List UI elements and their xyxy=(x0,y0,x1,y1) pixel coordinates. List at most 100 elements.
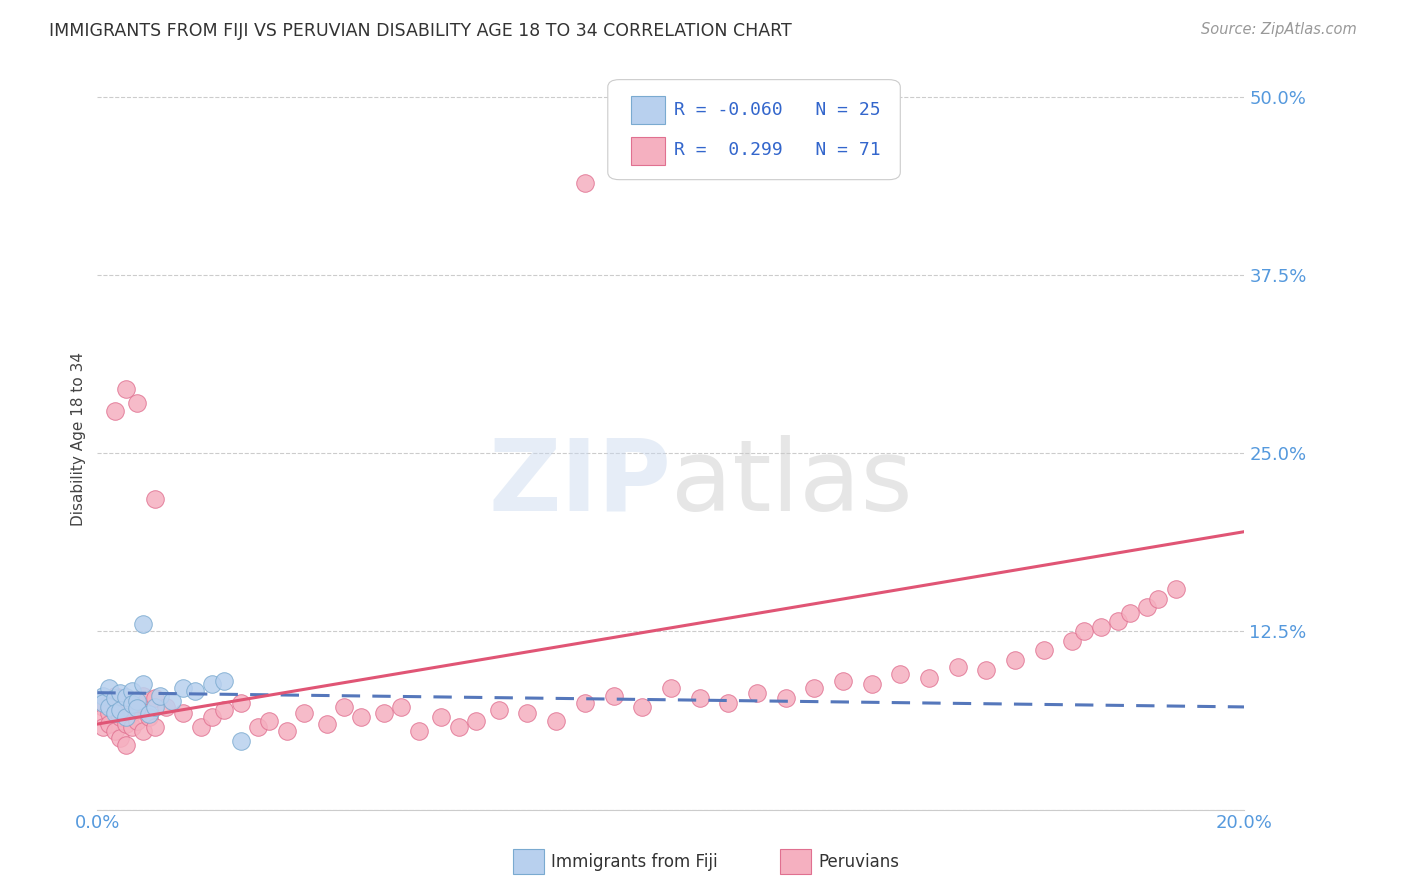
Point xyxy=(110,691,132,706)
Point xyxy=(97,706,120,720)
Point xyxy=(143,491,166,506)
Point xyxy=(602,689,624,703)
Point xyxy=(97,696,120,710)
Point xyxy=(430,710,453,724)
Point xyxy=(138,707,160,722)
Point xyxy=(201,677,224,691)
Point xyxy=(103,706,125,720)
Point xyxy=(115,700,138,714)
Point xyxy=(745,686,768,700)
Point xyxy=(110,731,132,746)
Point xyxy=(143,720,166,734)
Point xyxy=(1164,582,1187,596)
Text: Source: ZipAtlas.com: Source: ZipAtlas.com xyxy=(1201,22,1357,37)
Point xyxy=(447,720,470,734)
Point xyxy=(516,706,538,720)
Point xyxy=(315,717,337,731)
Text: R =  0.299   N = 71: R = 0.299 N = 71 xyxy=(675,141,882,159)
Point xyxy=(488,703,510,717)
Point xyxy=(172,706,194,720)
Point xyxy=(97,717,120,731)
Point xyxy=(717,696,740,710)
Point xyxy=(1118,606,1140,620)
Point xyxy=(1032,643,1054,657)
Point xyxy=(138,710,160,724)
Point xyxy=(1136,600,1159,615)
Point xyxy=(1004,653,1026,667)
Point xyxy=(97,700,120,714)
Point xyxy=(103,703,125,717)
Point xyxy=(659,681,682,696)
Point xyxy=(574,176,596,190)
Point xyxy=(546,714,568,729)
Text: Peruvians: Peruvians xyxy=(818,853,900,871)
Point xyxy=(143,700,166,714)
Point xyxy=(91,696,114,710)
Point xyxy=(127,694,149,708)
Point xyxy=(132,689,155,703)
Point xyxy=(259,714,281,729)
Point xyxy=(121,706,143,720)
Text: ZIP: ZIP xyxy=(488,435,671,532)
Point xyxy=(115,710,138,724)
FancyBboxPatch shape xyxy=(631,96,665,124)
Point xyxy=(1147,591,1170,606)
Point xyxy=(121,684,143,698)
Point xyxy=(115,382,138,396)
Point xyxy=(110,703,132,717)
Point xyxy=(143,691,166,706)
Point xyxy=(860,677,883,691)
Point xyxy=(1107,615,1129,629)
Point xyxy=(212,674,235,689)
Point xyxy=(115,690,138,704)
Point xyxy=(229,696,252,710)
Point xyxy=(201,710,224,724)
Point xyxy=(91,700,114,714)
Point xyxy=(918,672,941,686)
Point xyxy=(121,720,143,734)
Point xyxy=(276,724,298,739)
Point xyxy=(1090,620,1112,634)
Point xyxy=(946,660,969,674)
Point xyxy=(212,703,235,717)
Point xyxy=(132,617,155,632)
Point xyxy=(333,700,356,714)
FancyBboxPatch shape xyxy=(607,79,900,179)
Text: atlas: atlas xyxy=(671,435,912,532)
Point xyxy=(574,696,596,710)
Point xyxy=(91,720,114,734)
Point xyxy=(373,706,395,720)
Point xyxy=(127,701,149,715)
Point xyxy=(127,714,149,729)
Point xyxy=(889,667,911,681)
Point xyxy=(464,714,486,729)
Point xyxy=(115,739,138,753)
Point xyxy=(132,677,155,691)
Point xyxy=(115,717,138,731)
Point xyxy=(246,720,269,734)
Point xyxy=(103,691,125,706)
Point xyxy=(832,674,855,689)
Text: R = -0.060   N = 25: R = -0.060 N = 25 xyxy=(675,101,882,119)
Point xyxy=(350,710,373,724)
Point xyxy=(127,396,149,410)
Point xyxy=(160,694,183,708)
Point xyxy=(149,689,172,703)
Point xyxy=(190,720,212,734)
Point xyxy=(127,696,149,710)
Point xyxy=(408,724,430,739)
Point xyxy=(172,681,194,696)
Point xyxy=(229,734,252,748)
Point xyxy=(110,686,132,700)
Point xyxy=(803,681,825,696)
Point xyxy=(110,710,132,724)
Point xyxy=(976,663,998,677)
Point xyxy=(121,697,143,711)
Point xyxy=(1062,634,1084,648)
Point xyxy=(155,700,177,714)
Point xyxy=(631,700,654,714)
Text: Immigrants from Fiji: Immigrants from Fiji xyxy=(551,853,718,871)
Point xyxy=(775,691,797,706)
Point xyxy=(389,700,412,714)
Point xyxy=(1073,624,1095,639)
